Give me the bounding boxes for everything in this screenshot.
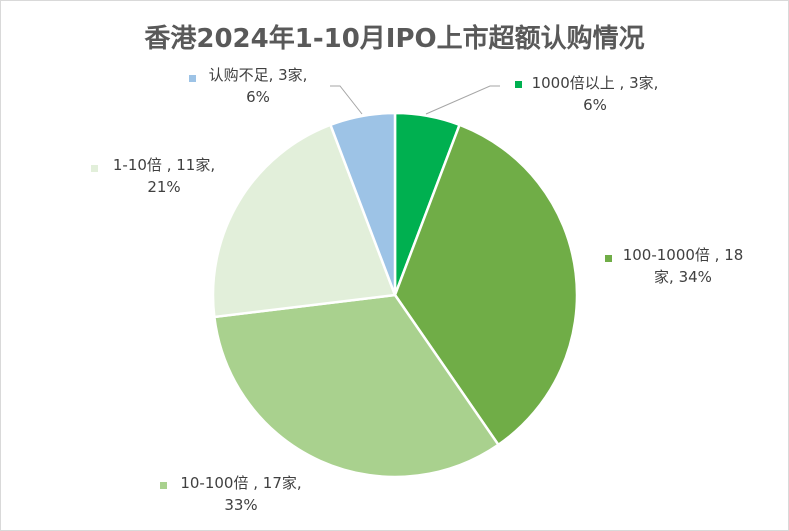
legend-key-marker	[91, 165, 98, 172]
data-label: 认购不足, 3家, 6%	[209, 66, 308, 106]
legend-key-marker	[515, 81, 522, 88]
leader-line	[330, 85, 363, 115]
leader-line	[425, 85, 500, 115]
pie-slice	[328, 111, 397, 296]
pie-slice	[211, 123, 397, 319]
data-label: 100-1000倍 , 18 家, 34%	[623, 246, 744, 286]
pie-slice	[393, 123, 579, 447]
legend-key-marker	[605, 255, 612, 262]
legend-key-marker	[189, 75, 196, 82]
data-label: 10-100倍 , 17家, 33%	[180, 474, 301, 514]
chart-title: 香港2024年1-10月IPO上市超额认购情况	[144, 24, 645, 54]
legend-key-marker	[160, 482, 167, 489]
data-label: 1000倍以上 , 3家, 6%	[532, 74, 659, 114]
data-label: 1-10倍 , 11家, 21%	[113, 156, 215, 196]
pie-slice	[212, 293, 501, 479]
